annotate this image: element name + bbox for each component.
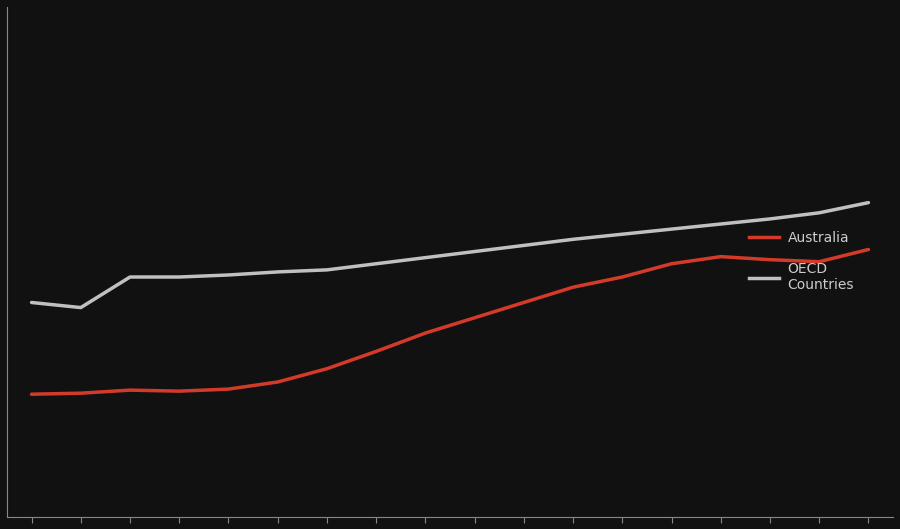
Legend: Australia, OECD
Countries: Australia, OECD Countries bbox=[743, 226, 860, 298]
